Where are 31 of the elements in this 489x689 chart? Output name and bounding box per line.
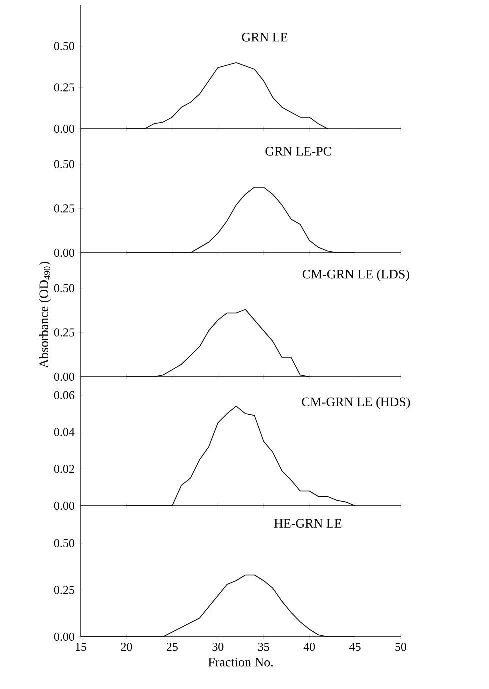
x-tick-label: 40 (304, 643, 316, 652)
x-tick-label: 20 (121, 643, 132, 652)
y-tick-label: 0.00 (54, 248, 74, 258)
text: GRN LE (242, 33, 288, 42)
y-tick-label: 0.50 (54, 160, 74, 169)
x-tick-label: 50 (396, 643, 407, 652)
y-tick-label: 0.50 (54, 42, 74, 50)
y-tick-label: 0.00 (54, 632, 74, 642)
y-tick-label: 0.04 (54, 428, 75, 436)
text: CM-GRN LE (HDS) (302, 397, 410, 410)
y-tick-label: 0.00 (54, 502, 74, 510)
y-tick-label: 0.02 (54, 465, 74, 474)
y-tick-label: 0.25 (54, 586, 74, 594)
x-axis-title: Fraction No. (208, 658, 273, 667)
text: HE-GRN LE (274, 519, 342, 528)
y-tick-label: 0.50 (54, 539, 74, 548)
y-tick-label: 0.25 (54, 84, 74, 92)
x-tick-label: 30 (212, 643, 224, 652)
y-tick-label: 0.06 (54, 391, 75, 400)
y-tick-label: 0.50 (54, 284, 74, 293)
y-axis-title: Absorbance (OD$_{490}$) (39, 262, 52, 368)
y-tick-label: 0.25 (54, 328, 74, 337)
x-tick-label: 25 (166, 643, 178, 652)
x-tick-label: 45 (350, 643, 361, 652)
x-tick-label: 35 (258, 643, 270, 652)
y-tick-label: 0.25 (54, 204, 74, 213)
y-tick-label: 0.00 (54, 124, 74, 134)
text: CM-GRN LE (LDS) (302, 270, 410, 282)
x-tick-label: 15 (76, 643, 87, 652)
text: GRN LE-PC (266, 147, 332, 156)
y-tick-label: 0.00 (54, 372, 74, 382)
